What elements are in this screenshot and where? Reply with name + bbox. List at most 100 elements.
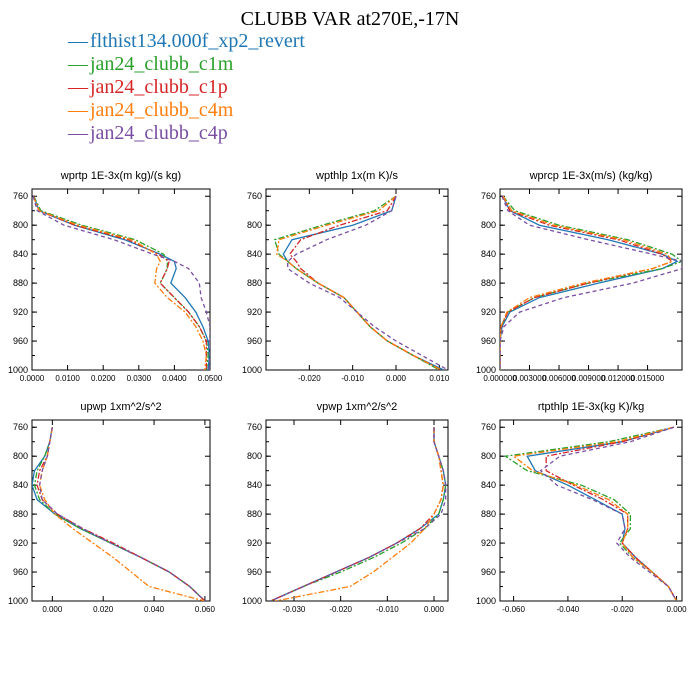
series-line xyxy=(36,427,206,601)
series-line xyxy=(33,195,209,370)
y-tick-label: 760 xyxy=(481,191,496,201)
x-tick-label: 0.006000 xyxy=(542,374,576,383)
series-line xyxy=(282,196,444,370)
y-tick-label: 1000 xyxy=(476,365,496,375)
y-tick-label: 1000 xyxy=(242,596,262,606)
legend-label: jan24_clubb_c1m xyxy=(90,53,234,75)
series-line xyxy=(270,427,447,601)
x-tick-label: 0.012000 xyxy=(601,374,635,383)
legend-item: — jan24_clubb_c4m xyxy=(68,99,305,122)
series-line xyxy=(500,195,682,370)
panel-title: rtpthlp 1E-3x(kg K)/kg xyxy=(538,401,644,413)
chart-panel: upwp 1xm^2/s^2 760 800 840 880 920 960 1000 0.00… xyxy=(8,401,216,614)
panel-title: wprcp 1E-3x(m/s) (kg/kg) xyxy=(529,170,653,182)
y-tick-label: 760 xyxy=(247,191,262,201)
series-line xyxy=(32,196,210,370)
y-tick-label: 880 xyxy=(247,509,262,519)
x-tick-label: 0.000000 xyxy=(483,374,517,383)
x-tick-label: 0.0200 xyxy=(91,374,116,383)
x-tick-label: -0.020 xyxy=(329,605,352,614)
x-tick-label: 0.010 xyxy=(429,374,450,383)
x-tick-label: -0.020 xyxy=(611,605,634,614)
x-tick-label: -0.040 xyxy=(557,605,580,614)
x-tick-label: 0.0100 xyxy=(55,374,80,383)
y-tick-label: 840 xyxy=(481,480,496,490)
y-tick-label: 920 xyxy=(481,538,496,548)
y-tick-label: 960 xyxy=(481,336,496,346)
series-line xyxy=(276,195,442,370)
figure-title: CLUBB VAR at270E,-17N xyxy=(240,8,460,30)
y-tick-label: 920 xyxy=(13,307,28,317)
plot-frame xyxy=(265,419,449,602)
panel-title: wpthlp 1x(m K)/s xyxy=(315,170,398,182)
y-tick-label: 800 xyxy=(13,451,28,461)
y-tick-label: 1000 xyxy=(242,365,262,375)
series-line xyxy=(270,427,444,601)
y-tick-label: 800 xyxy=(247,220,262,230)
plot-frame xyxy=(499,419,683,602)
y-tick-label: 840 xyxy=(13,249,28,259)
x-tick-label: -0.010 xyxy=(376,605,399,614)
y-tick-label: 760 xyxy=(247,422,262,432)
y-tick-label: 840 xyxy=(247,249,262,259)
chart-panel: wprcp 1E-3x(m/s) (kg/kg) 760 800 840 880 920 9… xyxy=(476,170,683,383)
y-tick-label: 760 xyxy=(13,191,28,201)
series-line xyxy=(33,427,206,601)
x-tick-label: -0.020 xyxy=(298,374,321,383)
x-tick-label: 0.015000 xyxy=(631,374,665,383)
x-tick-label: 0.000 xyxy=(667,605,688,614)
series-line xyxy=(275,427,444,601)
series-line xyxy=(32,195,208,370)
series-line xyxy=(545,426,678,601)
chart-panel: wpthlp 1x(m K)/s 760 800 840 880 920 960 1000 -0… xyxy=(242,170,450,383)
y-tick-label: 920 xyxy=(13,538,28,548)
x-tick-label: 0.020 xyxy=(93,605,114,614)
y-tick-label: 960 xyxy=(247,567,262,577)
x-tick-label: -0.060 xyxy=(502,605,525,614)
plot-frame xyxy=(31,188,211,371)
x-tick-label: 0.000 xyxy=(386,374,407,383)
x-tick-label: 0.040 xyxy=(144,605,165,614)
legend-label: jan24_clubb_c4p xyxy=(90,122,228,144)
y-tick-label: 920 xyxy=(247,538,262,548)
y-tick-label: 880 xyxy=(247,278,262,288)
y-tick-label: 880 xyxy=(13,509,28,519)
y-tick-label: 840 xyxy=(247,480,262,490)
x-tick-label: 0.000 xyxy=(424,605,445,614)
y-tick-label: 920 xyxy=(247,307,262,317)
plot-frame xyxy=(499,188,683,371)
series-line xyxy=(32,195,208,370)
series-line xyxy=(539,426,678,601)
series-line xyxy=(500,195,682,370)
series-line xyxy=(287,196,448,370)
x-tick-label: -0.010 xyxy=(341,374,364,383)
legend: — flthist134.000f_xp2_revert — jan24_clu… xyxy=(68,30,305,145)
panel-title: wprtp 1E-3x(m kg)/(s kg) xyxy=(60,170,181,182)
y-tick-label: 760 xyxy=(481,422,496,432)
y-tick-label: 880 xyxy=(481,278,496,288)
x-tick-label: 0.003000 xyxy=(513,374,547,383)
legend-label: flthist134.000f_xp2_revert xyxy=(90,30,305,52)
x-tick-label: 0.0300 xyxy=(127,374,152,383)
x-tick-label: 0.009000 xyxy=(572,374,606,383)
y-tick-label: 960 xyxy=(13,567,28,577)
plot-frame xyxy=(31,419,211,602)
y-tick-label: 880 xyxy=(481,509,496,519)
legend-item: — flthist134.000f_xp2_revert xyxy=(68,30,305,53)
series-line xyxy=(33,195,210,370)
y-tick-label: 800 xyxy=(481,451,496,461)
series-line xyxy=(511,426,678,601)
series-line xyxy=(273,195,440,370)
panel-title: upwp 1xm^2/s^2 xyxy=(80,401,161,413)
y-tick-label: 1000 xyxy=(8,365,28,375)
legend-label: jan24_clubb_c4m xyxy=(90,99,234,121)
y-tick-label: 800 xyxy=(481,220,496,230)
chart-panel: wprtp 1E-3x(m kg)/(s kg) 760 800 840 880 920 9… xyxy=(8,170,223,383)
panel-title: vpwp 1xm^2/s^2 xyxy=(317,401,398,413)
series-line xyxy=(288,195,442,370)
y-tick-label: 920 xyxy=(481,307,496,317)
y-tick-label: 880 xyxy=(13,278,28,288)
chart-panel: rtpthlp 1E-3x(kg K)/kg 760 800 840 880 920 960… xyxy=(476,401,687,614)
y-tick-label: 840 xyxy=(481,249,496,259)
